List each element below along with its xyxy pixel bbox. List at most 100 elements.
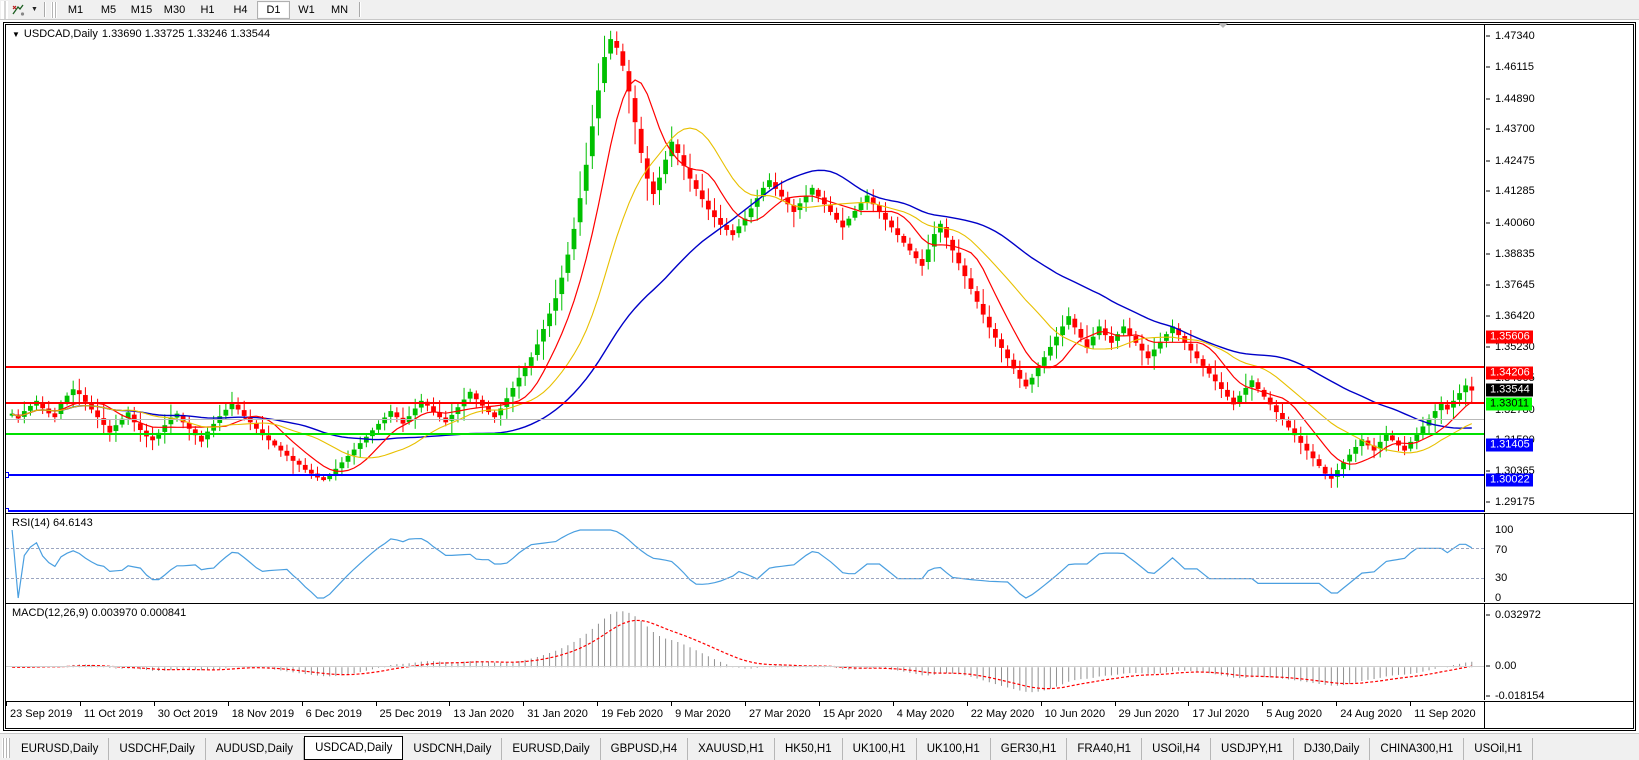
- macd-zero-line: [6, 666, 1484, 667]
- macd-tick-mark: [1486, 665, 1490, 667]
- chart-tab-usdcnh-daily[interactable]: USDCNH,Daily: [403, 738, 503, 760]
- rsi-level-70: [6, 548, 1484, 549]
- date-tick-mark: [6, 702, 7, 706]
- candlestick-series: [9, 30, 1475, 488]
- chart-tab-uk100-h1[interactable]: UK100,H1: [917, 738, 991, 760]
- date-tick-label: 11 Sep 2020: [1414, 708, 1476, 720]
- date-axis[interactable]: 23 Sep 2019 11 Oct 2019 30 Oct 2019 18 Nov …: [6, 701, 1633, 728]
- chart-tab-usdchf-daily[interactable]: USDCHF,Daily: [109, 738, 206, 760]
- date-tick-label: 30 Oct 2019: [157, 708, 218, 720]
- timeframe-mn[interactable]: MN: [330, 3, 349, 16]
- chart-tab-usdjpy-h1[interactable]: USDJPY,H1: [1211, 738, 1294, 760]
- chart-tab-china300-h1[interactable]: CHINA300,H1: [1370, 738, 1465, 760]
- timeframe-group-grip[interactable]: [51, 1, 57, 18]
- macd-series: [12, 611, 1473, 693]
- date-tick-mark: [1188, 702, 1190, 706]
- macd-axis[interactable]: 0.032972 0.00 -0.018154: [1484, 604, 1633, 700]
- price-level-badge-131405[interactable]: 1.31405: [1486, 438, 1533, 452]
- timeframe-h4[interactable]: H4: [233, 3, 248, 16]
- price-level-badge-133011[interactable]: 1.33011: [1486, 397, 1532, 411]
- date-axis-corner: [1484, 702, 1633, 728]
- rsi-tick-label: 70: [1495, 544, 1508, 556]
- chart-tab-xauusd-h1[interactable]: XAUUSD,H1: [688, 738, 775, 760]
- support-line-handle-130022[interactable]: [6, 508, 9, 512]
- chart-header-caret[interactable]: ▼: [12, 29, 20, 39]
- support-line-handle-131405[interactable]: [6, 472, 9, 478]
- timeframe-m5[interactable]: M5: [100, 3, 117, 16]
- price-tick-label: 1.37645: [1495, 278, 1535, 291]
- date-tick-mark: [1410, 702, 1412, 706]
- toolbar-drag-handle[interactable]: [1, 0, 8, 19]
- toolbar-separator-2: [359, 2, 361, 17]
- price-tick-mark: [1486, 315, 1490, 317]
- date-tick-mark: [1040, 702, 1042, 706]
- price-tick-label: 1.36420: [1495, 310, 1535, 323]
- timeframe-m30[interactable]: M30: [163, 3, 186, 16]
- chart-tab-fra40-h1[interactable]: FRA40,H1: [1067, 738, 1143, 760]
- date-tick-mark: [301, 702, 303, 706]
- price-level-badge-130022[interactable]: 1.30022: [1486, 473, 1533, 487]
- date-tick-label: 9 Mar 2020: [675, 708, 731, 720]
- price-pane[interactable]: ▼ USDCAD,Daily 1.33690 1.33725 1.33246 1…: [6, 25, 1633, 512]
- price-level-badge-133544[interactable]: 1.33544: [1486, 383, 1533, 397]
- macd-tick-label: 0.032972: [1495, 609, 1541, 621]
- chart-tab-usoil-h1[interactable]: USOil,H1: [1464, 738, 1534, 760]
- macd-tick-label: 0.00: [1495, 660, 1517, 672]
- resistance-line-134206[interactable]: [6, 402, 1484, 404]
- chart-tab-eurusd-daily[interactable]: EURUSD,Daily: [11, 738, 110, 760]
- toolbar-separator: [44, 2, 46, 17]
- date-tick-label: 18 Nov 2019: [231, 708, 295, 720]
- resistance-line-135606[interactable]: [6, 366, 1484, 368]
- support-line-130022[interactable]: [6, 508, 1484, 512]
- price-tick-label: 1.29175: [1495, 496, 1535, 508]
- price-tick-label: 1.42475: [1495, 154, 1535, 167]
- chart-tab-usdcad-daily[interactable]: USDCAD,Daily: [304, 736, 404, 760]
- timeframe-h1[interactable]: H1: [200, 3, 215, 16]
- chart-tab-ger30-h1[interactable]: GER30,H1: [991, 738, 1068, 760]
- date-tick-mark: [966, 702, 968, 706]
- date-tick-label: 17 Jul 2020: [1192, 708, 1250, 720]
- rsi-tick-label: 100: [1495, 524, 1514, 536]
- date-tick-label: 6 Dec 2019: [305, 708, 362, 720]
- rsi-plot-area[interactable]: [6, 514, 1484, 602]
- macd-label: MACD(12,26,9) 0.003970 0.000841: [12, 607, 187, 619]
- toolbar-dropdown-caret[interactable]: ▼: [31, 6, 38, 13]
- rsi-pane[interactable]: RSI(14) 64.6143 100 70 30 0: [6, 513, 1633, 602]
- chart-header: ▼ USDCAD,Daily 1.33690 1.33725 1.33246 1…: [12, 28, 270, 40]
- chart-tab-eurusd-daily[interactable]: EURUSD,Daily: [502, 738, 601, 760]
- chart-tab-gbpusd-h4[interactable]: GBPUSD,H4: [601, 738, 689, 760]
- macd-plot-area[interactable]: [6, 604, 1484, 700]
- tabbar-grip[interactable]: [2, 738, 10, 758]
- top-toolbar: ▼ M1 M5 M15 M30 H1 H4 D1 W1 MN: [0, 0, 1639, 20]
- timeframe-d1[interactable]: D1: [257, 0, 290, 19]
- support-line-133011[interactable]: [6, 433, 1484, 435]
- date-tick-label: 5 Aug 2020: [1266, 708, 1322, 720]
- price-tick-mark: [1486, 346, 1490, 348]
- price-axis[interactable]: 1.47340 1.46115 1.44890 1.43700 1.42475 1.412…: [1484, 25, 1633, 512]
- price-plot-area[interactable]: [6, 25, 1484, 512]
- timeframe-m1[interactable]: M1: [67, 3, 84, 16]
- rsi-level-30: [6, 578, 1484, 579]
- chart-tab-hk50-h1[interactable]: HK50,H1: [775, 738, 843, 760]
- macd-tick-label: -0.018154: [1495, 690, 1545, 700]
- chart-scroll-marker: [1218, 23, 1228, 28]
- date-tick-mark: [671, 702, 673, 706]
- date-tick-label: 29 Jun 2020: [1118, 708, 1180, 720]
- date-tick-label: 31 Jan 2020: [527, 708, 588, 720]
- chart-tab-audusd-daily[interactable]: AUDUSD,Daily: [206, 738, 305, 760]
- support-line-131405[interactable]: [6, 472, 1484, 478]
- date-tick-label: 11 Oct 2019: [83, 708, 144, 720]
- price-level-badge-134206[interactable]: 1.34206: [1486, 366, 1533, 380]
- date-tick-label: 4 May 2020: [896, 708, 955, 720]
- timeframe-m15[interactable]: M15: [130, 3, 153, 16]
- chart-tab-uk100-h1[interactable]: UK100,H1: [843, 738, 917, 760]
- chart-tab-dj30-daily[interactable]: DJ30,Daily: [1294, 738, 1371, 760]
- price-level-badge-135606[interactable]: 1.35606: [1486, 330, 1533, 344]
- macd-pane[interactable]: MACD(12,26,9) 0.003970 0.000841 0.032972…: [6, 603, 1633, 700]
- rsi-axis[interactable]: 100 70 30 0: [1484, 514, 1633, 602]
- crosshair-tool-icon[interactable]: [8, 1, 28, 19]
- chart-tab-usoil-h4[interactable]: USOil,H4: [1142, 738, 1211, 760]
- timeframe-w1[interactable]: W1: [298, 3, 315, 16]
- date-tick-mark: [523, 702, 525, 706]
